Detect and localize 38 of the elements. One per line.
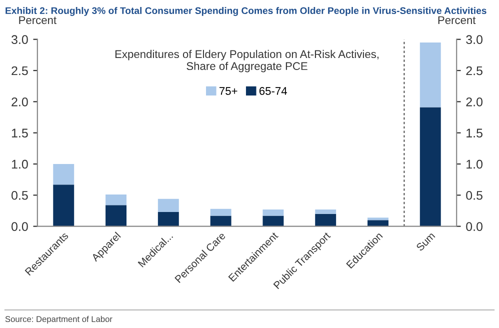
- y2-tick-label: 3.0: [466, 35, 482, 44]
- y-axis-title: Percent: [19, 16, 56, 24]
- y-tick-label: 2.0: [12, 97, 28, 106]
- y2-tick-label: 0.5: [466, 190, 482, 200]
- bar: [210, 216, 232, 226]
- y-tick-label: 0.0: [12, 222, 28, 231]
- bar: [158, 198, 179, 212]
- bar: [210, 208, 232, 216]
- y2-tick-label: 0.0: [466, 222, 482, 231]
- bar: [368, 218, 388, 220]
- y2-tick-label: 1.5: [466, 128, 482, 138]
- bar: [315, 214, 336, 226]
- bar: [262, 209, 284, 216]
- y2-tick-label: 2.0: [466, 97, 482, 106]
- bar: [53, 184, 74, 226]
- bar: [315, 209, 336, 214]
- bar: [53, 164, 74, 185]
- bar: [106, 194, 126, 206]
- bar: [158, 212, 179, 226]
- bar: [368, 220, 388, 226]
- x-tick-label: Sum: [416, 232, 436, 252]
- y2-axis-title: Percent: [438, 16, 476, 24]
- y-tick-label: 2.5: [12, 66, 28, 76]
- y-tick-label: 1.5: [12, 128, 28, 138]
- y-tick-label: 1.0: [12, 160, 28, 169]
- source-note: Source: Department of Labor: [5, 316, 112, 324]
- y-tick-label: 0.5: [12, 190, 28, 200]
- chart-title: Exhibit 2: Roughly 3% of Total Consumer Spending Comes from Older People in Virus-Sensitive Activities: [6, 6, 486, 16]
- text: Expenditures of Eldery Population on At-Risk Activies, Share of Aggregate PCE: [115, 50, 378, 72]
- y2-tick-label: 1.0: [466, 160, 482, 169]
- legend-label: 65-74: [259, 87, 287, 95]
- y-tick-label: 3.0: [12, 35, 28, 44]
- bar: [106, 205, 126, 226]
- bar: [420, 107, 441, 226]
- legend-label: 75+: [220, 87, 238, 95]
- y2-tick-label: 2.5: [466, 66, 482, 76]
- bar: [420, 42, 441, 108]
- bar: [262, 216, 284, 226]
